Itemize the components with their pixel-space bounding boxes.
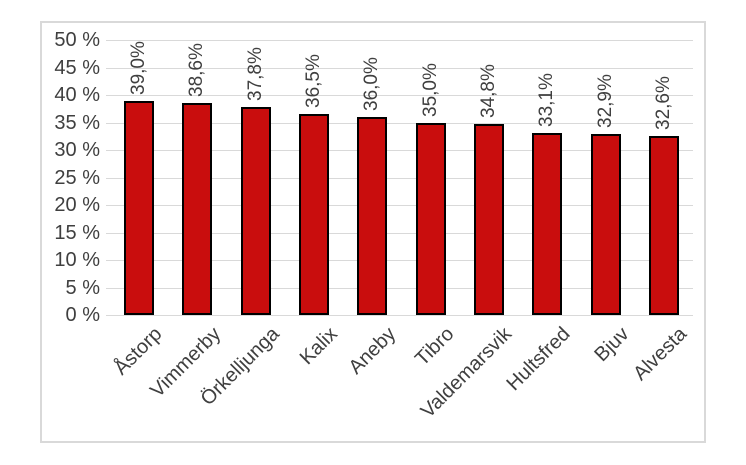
bar-value-label: 34,8% xyxy=(477,63,499,118)
bar-value-label: 39,0% xyxy=(128,40,150,95)
bar xyxy=(299,114,330,315)
gridline xyxy=(106,205,693,206)
y-axis-tick-label: 15 % xyxy=(54,221,100,244)
y-axis-tick-label: 0 % xyxy=(65,304,100,326)
y-axis-tick-label: 45 % xyxy=(54,56,100,79)
bar-value-label: 32,9% xyxy=(594,74,616,129)
y-axis-tick-label: 5 % xyxy=(65,276,100,299)
gridline xyxy=(106,232,693,234)
bar-value-label: 37,8% xyxy=(244,47,266,102)
gridline xyxy=(106,122,693,124)
bar-value-label: 32,6% xyxy=(652,75,674,130)
gridline xyxy=(106,150,693,151)
bar-value-label: 35,0% xyxy=(419,62,441,117)
y-axis-tick-label: 30 % xyxy=(54,139,100,161)
bar-value-label: 33,1% xyxy=(536,73,558,127)
y-axis-tick-label: 50 % xyxy=(54,29,100,51)
bar xyxy=(240,107,271,315)
y-axis-tick-label: 20 % xyxy=(54,194,100,216)
y-axis-tick-label: 35 % xyxy=(54,111,100,134)
y-axis-tick-label: 25 % xyxy=(54,166,100,189)
bar xyxy=(124,100,155,315)
bar xyxy=(357,117,388,315)
y-axis-tick-label: 10 % xyxy=(54,249,100,271)
gridline xyxy=(106,40,693,41)
gridline xyxy=(106,95,693,96)
gridline xyxy=(106,177,693,179)
gridline xyxy=(106,67,693,69)
bar xyxy=(415,122,446,315)
bar xyxy=(532,132,563,315)
bar-value-label: 38,6% xyxy=(186,42,208,97)
bar xyxy=(648,135,679,315)
bar xyxy=(473,123,504,315)
bar xyxy=(182,102,213,315)
gridline xyxy=(106,315,693,316)
bar-value-label: 36,5% xyxy=(303,54,325,109)
bar xyxy=(590,134,621,315)
gridline xyxy=(106,287,693,289)
gridline xyxy=(106,260,693,261)
bar-value-label: 36,0% xyxy=(361,57,383,111)
y-axis-tick-label: 40 % xyxy=(54,84,100,106)
